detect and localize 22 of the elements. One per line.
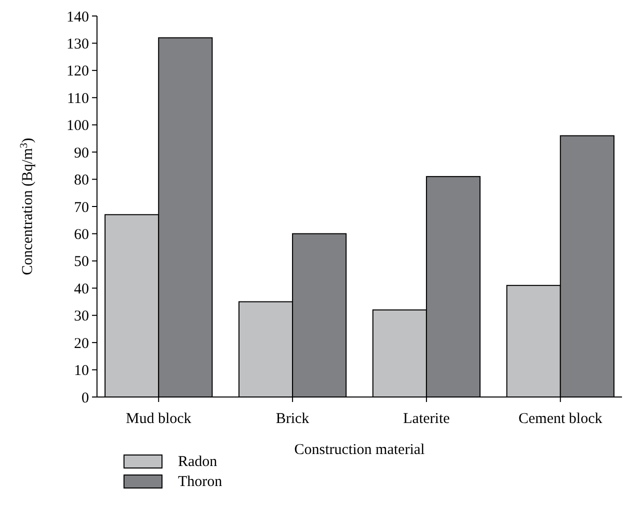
- y-tick-label: 80: [74, 172, 89, 189]
- x-tick-label: Laterite: [403, 411, 450, 427]
- y-tick-label: 120: [66, 64, 89, 80]
- y-tick-label: 10: [74, 363, 89, 380]
- y-tick-label: 50: [74, 254, 89, 270]
- y-tick-label: 70: [74, 200, 89, 216]
- y-tick-label: 90: [74, 145, 89, 162]
- x-tick-label: Cement block: [518, 411, 603, 427]
- legend-label: Thoron: [178, 474, 223, 490]
- y-tick-label: 100: [66, 118, 89, 134]
- y-tick-label: 40: [74, 281, 89, 298]
- y-tick-label: 140: [66, 9, 89, 26]
- legend-label: Radon: [178, 454, 218, 470]
- y-tick-label: 110: [67, 90, 89, 107]
- x-tick-label: Brick: [276, 411, 310, 427]
- x-axis-title: Construction material: [294, 442, 425, 458]
- y-tick-label: 20: [74, 336, 89, 352]
- y-tick-label: 60: [74, 226, 89, 243]
- x-tick-label: Mud block: [126, 411, 192, 427]
- y-tick-label: 0: [82, 390, 89, 406]
- y-tick-label: 130: [66, 36, 89, 52]
- y-tick-label: 30: [74, 308, 89, 325]
